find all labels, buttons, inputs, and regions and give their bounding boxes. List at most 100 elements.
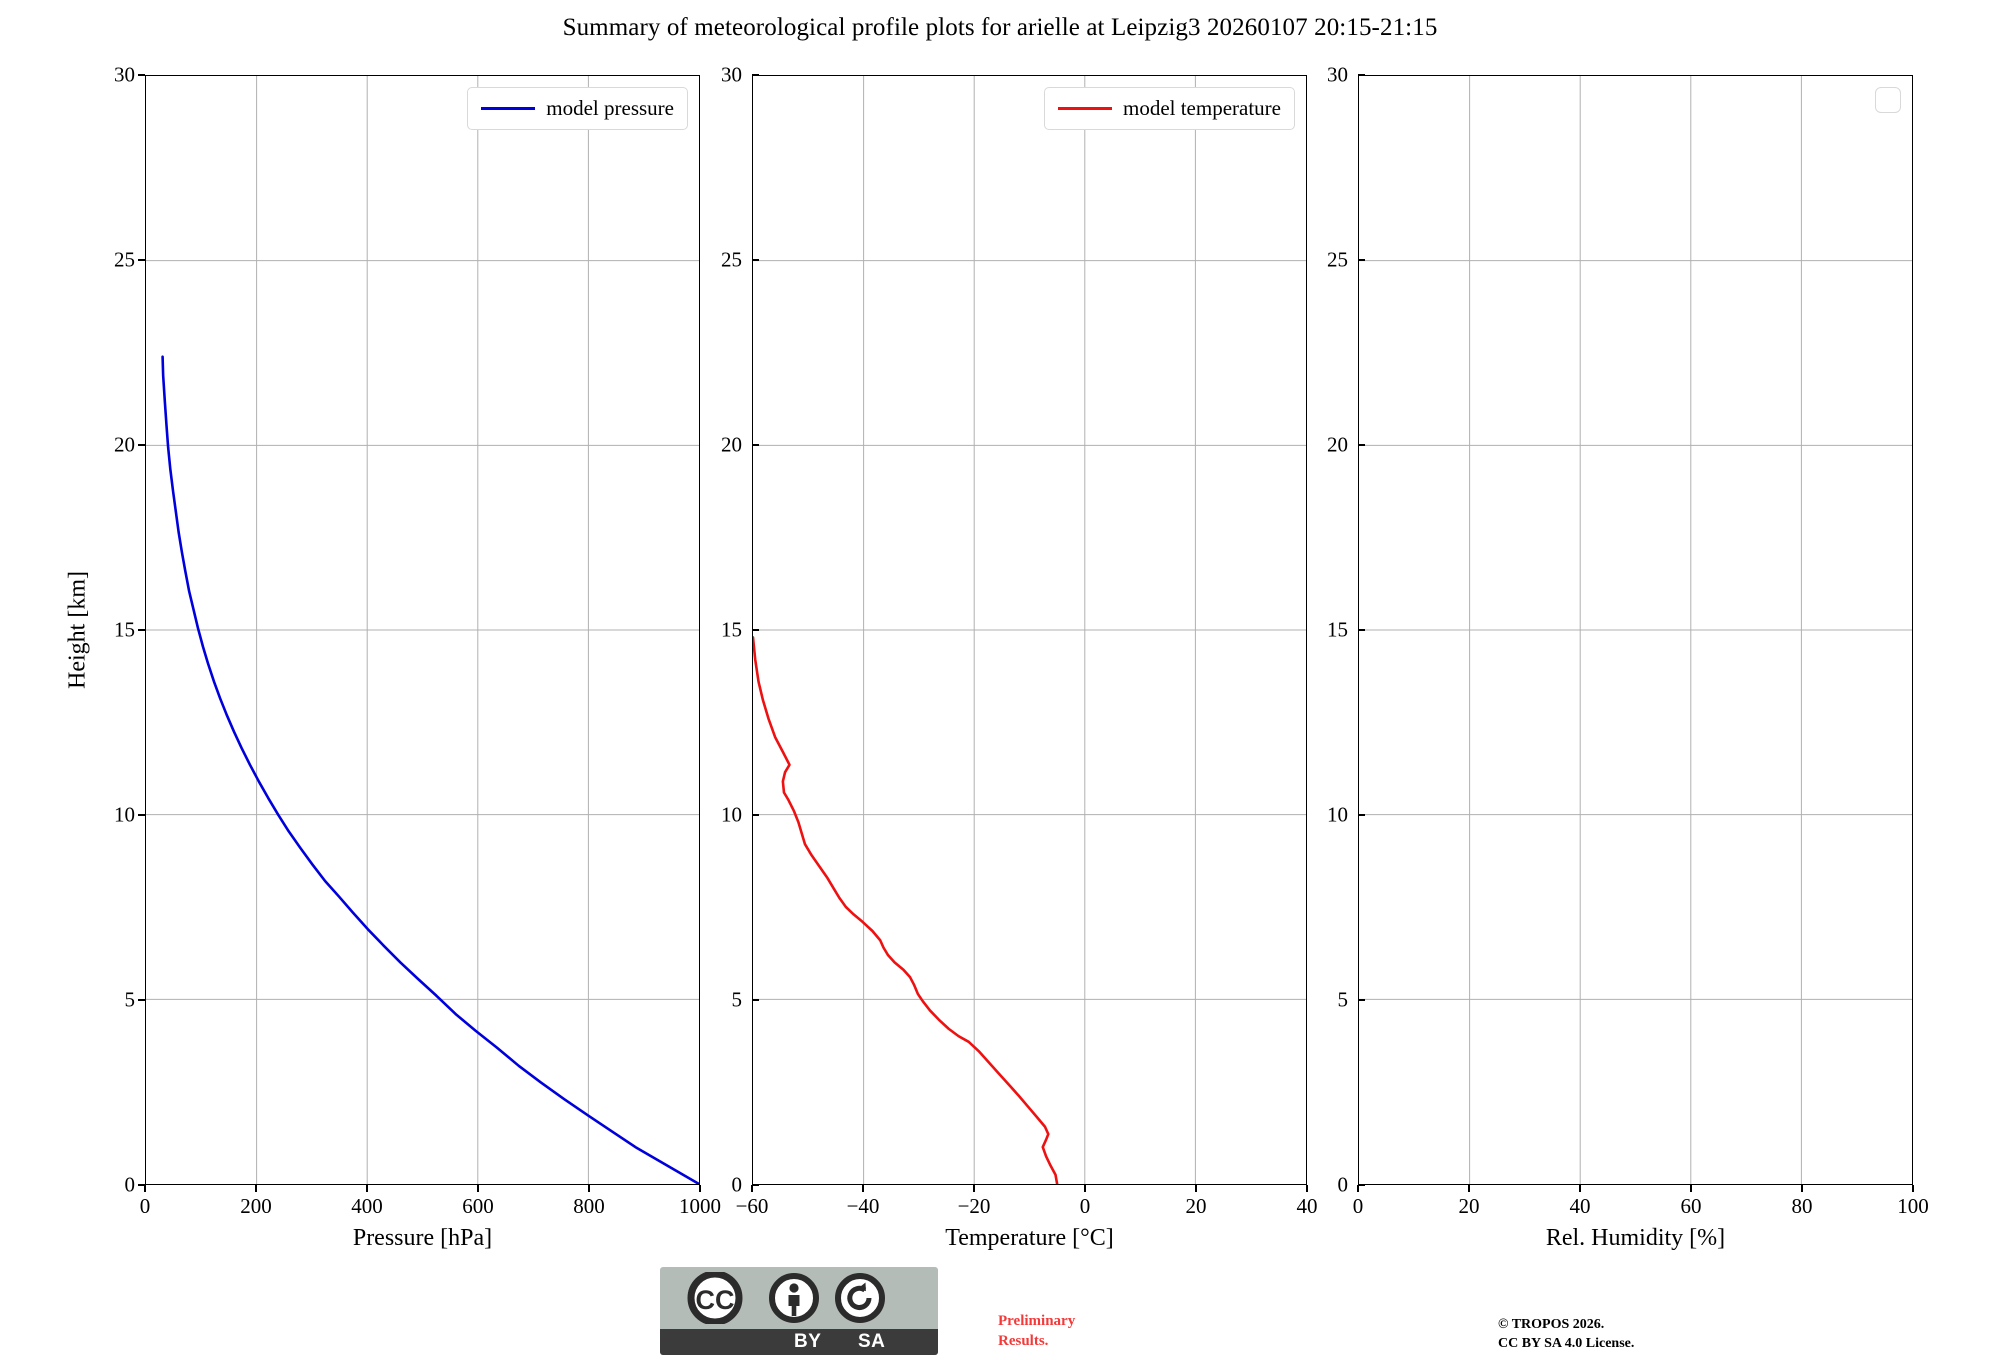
ytick-mark [138, 999, 145, 1001]
xtick-mark [1468, 1185, 1470, 1192]
ytick-mark [752, 999, 759, 1001]
plot-area-temperature [752, 75, 1307, 1185]
ytick-mark [1358, 74, 1365, 76]
gridlines-humidity [1359, 76, 1912, 1184]
xtick-label: 60 [1680, 1194, 1702, 1218]
xtick-mark [1357, 1185, 1359, 1192]
ytick-mark [752, 629, 759, 631]
xtick-label: −20 [957, 1194, 991, 1218]
xtick-label: −40 [846, 1194, 880, 1218]
preliminary-results-note: Preliminary Results. [998, 1312, 1075, 1352]
xtick-mark [477, 1185, 479, 1192]
legend-swatch-model-temperature [1057, 107, 1112, 110]
cc-by-person-icon [769, 1273, 819, 1323]
plot-area-pressure [145, 75, 700, 1185]
xtick-mark [973, 1185, 975, 1192]
ytick-label: 0 [124, 1172, 136, 1197]
xtick-mark [751, 1185, 753, 1192]
ytick-label: 10 [114, 802, 135, 827]
xtick-label: 0 [1352, 1194, 1364, 1218]
ytick-mark [138, 444, 145, 446]
ytick-mark [1358, 259, 1365, 261]
ytick-label: 15 [721, 617, 742, 642]
xtick-label: 40 [1569, 1194, 1591, 1218]
xtick-mark [366, 1185, 368, 1192]
xtick-label: 400 [351, 1194, 383, 1218]
ytick-label: 30 [721, 62, 742, 87]
cc-license-bar: BY SA [660, 1329, 938, 1355]
xtick-mark [588, 1185, 590, 1192]
ytick-label: 25 [1327, 247, 1348, 272]
ytick-mark [1358, 629, 1365, 631]
gridlines-pressure [146, 76, 699, 1184]
xtick-mark [1084, 1185, 1086, 1192]
cc-sa-label: SA [858, 1331, 886, 1352]
gridlines-temperature [753, 76, 1306, 1184]
panel-temperature: −60 −40 −20 0 20 40 0 5 10 15 20 25 30 model tempera… [721, 63, 1318, 1252]
xtick-mark [1579, 1185, 1581, 1192]
ytick-mark [752, 814, 759, 816]
ytick-mark [1358, 444, 1365, 446]
series-line-humidity [1359, 76, 1912, 1184]
xtick-label: −60 [735, 1194, 769, 1218]
ytick-mark [138, 1184, 145, 1186]
series-line-model-temperature [753, 76, 1306, 1184]
ytick-label: 20 [114, 432, 135, 457]
ytick-mark [138, 259, 145, 261]
ytick-label: 25 [721, 247, 742, 272]
creative-commons-badge: CC BY SA [660, 1267, 938, 1355]
legend-humidity-empty[interactable] [1875, 87, 1901, 113]
xtick-label: 0 [139, 1194, 151, 1218]
page-title: Summary of meteorological profile plots … [562, 14, 1438, 41]
xtick-label: 600 [462, 1194, 494, 1218]
ytick-mark [752, 259, 759, 261]
preliminary-line-2: Results. [998, 1332, 1049, 1349]
xtick-mark [1801, 1185, 1803, 1192]
cc-logo-icon: CC [687, 1272, 743, 1324]
xtick-mark [862, 1185, 864, 1192]
ytick-label: 10 [721, 802, 742, 827]
xtick-mark [1690, 1185, 1692, 1192]
plot-area-humidity [1358, 75, 1913, 1185]
ytick-label: 0 [1337, 1172, 1349, 1197]
cc-by-label: BY [794, 1331, 822, 1352]
ytick-mark [752, 74, 759, 76]
legend-swatch-model-pressure [481, 107, 536, 110]
xtick-label: 0 [1079, 1194, 1091, 1218]
ytick-mark [752, 444, 759, 446]
xtick-label: 20 [1185, 1194, 1207, 1218]
ytick-label: 10 [1327, 802, 1348, 827]
xaxis-title-humidity: Rel. Humidity [%] [1545, 1225, 1726, 1251]
xtick-label: 200 [240, 1194, 272, 1218]
ytick-mark [138, 74, 145, 76]
panel-pressure: 0 200 400 600 800 1000 0 5 10 15 20 25 30 model pres… [114, 63, 721, 1252]
xtick-label: 800 [573, 1194, 605, 1218]
ytick-label: 15 [114, 617, 135, 642]
ytick-label: 5 [1337, 987, 1349, 1012]
legend-label-model-temperature: model temperature [1122, 96, 1281, 120]
xaxis-title-pressure: Pressure [hPa] [352, 1225, 493, 1251]
xtick-mark [1912, 1185, 1914, 1192]
cc-icon-row: CC [660, 1267, 938, 1329]
ytick-label: 15 [1327, 617, 1348, 642]
legend-temperature[interactable]: model temperature [1043, 87, 1295, 130]
cc-sa-share-alike-icon [835, 1273, 885, 1323]
xtick-mark [255, 1185, 257, 1192]
xtick-label: 80 [1791, 1194, 1813, 1218]
ytick-mark [1358, 1184, 1365, 1186]
series-line-model-pressure [146, 76, 699, 1184]
panel-humidity: 0 20 40 60 80 100 0 5 10 15 20 25 30 Rel. Humidity [… [1327, 63, 1929, 1252]
ytick-label: 25 [114, 247, 135, 272]
xtick-mark [1195, 1185, 1197, 1192]
xtick-mark [144, 1185, 146, 1192]
ytick-label: 20 [1327, 432, 1348, 457]
ytick-mark [1358, 999, 1365, 1001]
ytick-label: 5 [124, 987, 136, 1012]
legend-pressure[interactable]: model pressure [467, 87, 688, 130]
svg-text:CC: CC [696, 1285, 735, 1315]
ytick-mark [138, 629, 145, 631]
preliminary-line-1: Preliminary [998, 1313, 1076, 1329]
copyright-line-1: © TROPOS 2026. [1498, 1317, 1605, 1332]
ytick-mark [1358, 814, 1365, 816]
ytick-label: 30 [1327, 62, 1348, 87]
